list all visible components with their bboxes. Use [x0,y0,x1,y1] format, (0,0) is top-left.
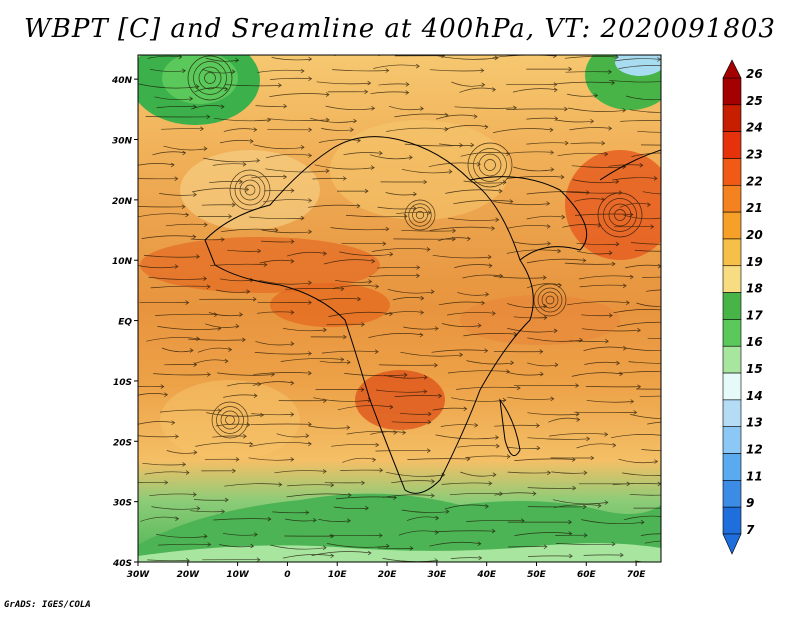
lat-label: 30S [113,499,132,509]
colorbar-label: 21 [746,201,763,215]
lon-label: 50E [527,570,547,580]
colorbar-swatch [722,265,742,293]
colorbar-label: 18 [746,282,763,296]
colorbar-label: 7 [746,523,755,537]
colorbar-label: 15 [746,362,763,376]
lon-label: 20W [177,570,201,580]
colorbar-label: 19 [746,255,763,269]
colorbar-swatch [722,426,742,454]
colorbar-swatch [722,104,742,132]
colorbar-label: 9 [746,496,754,510]
lat-label: 40N [111,76,133,86]
lat-label: 20N [112,197,133,207]
colorbar-label: 16 [746,335,763,349]
colorbar-swatch [722,211,742,240]
colorbar-label: 23 [746,147,763,161]
longitude-labels: 30W 20W 10W 0 10E 20E 30E 40E 50E 60E 70E [127,562,647,580]
lon-label: 10W [226,570,250,580]
lat-label: 30N [112,137,133,147]
lon-label: 30E [428,570,448,580]
lon-label: 60E [577,570,597,580]
colorbar-label: 17 [746,308,763,322]
colorbar-swatch [722,480,742,508]
colorbar-swatch [722,292,742,320]
colorbar-swatch [722,238,742,267]
colorbar-label: 13 [746,416,763,430]
colorbar-top-arrow [722,59,742,79]
colorbar: 26 25 24 23 22 21 20 19 18 17 16 15 14 13 12 11 9 7 [722,59,763,555]
lon-label: 30W [127,570,151,580]
lon-label: 10E [328,570,348,580]
colorbar-swatch [722,399,742,428]
colorbar-bottom-arrow [722,533,742,555]
lon-label: 0 [284,570,290,580]
lat-label: 10N [112,257,133,267]
lon-label: 70E [627,570,647,580]
colorbar-label: 24 [746,121,763,135]
colorbar-swatch [722,372,742,401]
lat-label: 10S [113,378,132,388]
lat-label: 40S [112,559,132,569]
colorbar-swatch [722,319,742,347]
lat-label: EQ [118,318,132,328]
colorbar-label: 25 [746,94,763,108]
colorbar-swatch [722,453,742,481]
lon-label: 40E [476,570,497,580]
colorbar-label: 12 [746,443,763,457]
lon-label: 20E [378,570,398,580]
latitude-labels: 40N 30N 20N 10N EQ 10S 20S 30S 40S [111,76,138,569]
map-frame [137,54,662,563]
wbpt-field [138,55,661,562]
colorbar-swatch [722,184,742,213]
colorbar-swatch [722,131,742,159]
colorbar-swatch [722,77,742,106]
map-title: WBPT [C] and Sreamline at 400hPa, VT: 20… [24,14,776,44]
colorbar-swatch [722,506,742,535]
lat-label: 20S [113,438,132,448]
colorbar-label: 26 [746,67,763,81]
grads-credit: GrADS: IGES/COLA [4,600,91,610]
colorbar-label: 11 [746,469,763,483]
colorbar-swatch [722,345,742,374]
coastlines [204,136,661,494]
colorbar-label: 22 [746,174,763,188]
colorbar-label: 14 [746,389,763,403]
colorbar-label: 20 [746,228,763,242]
colorbar-swatch [722,158,742,186]
